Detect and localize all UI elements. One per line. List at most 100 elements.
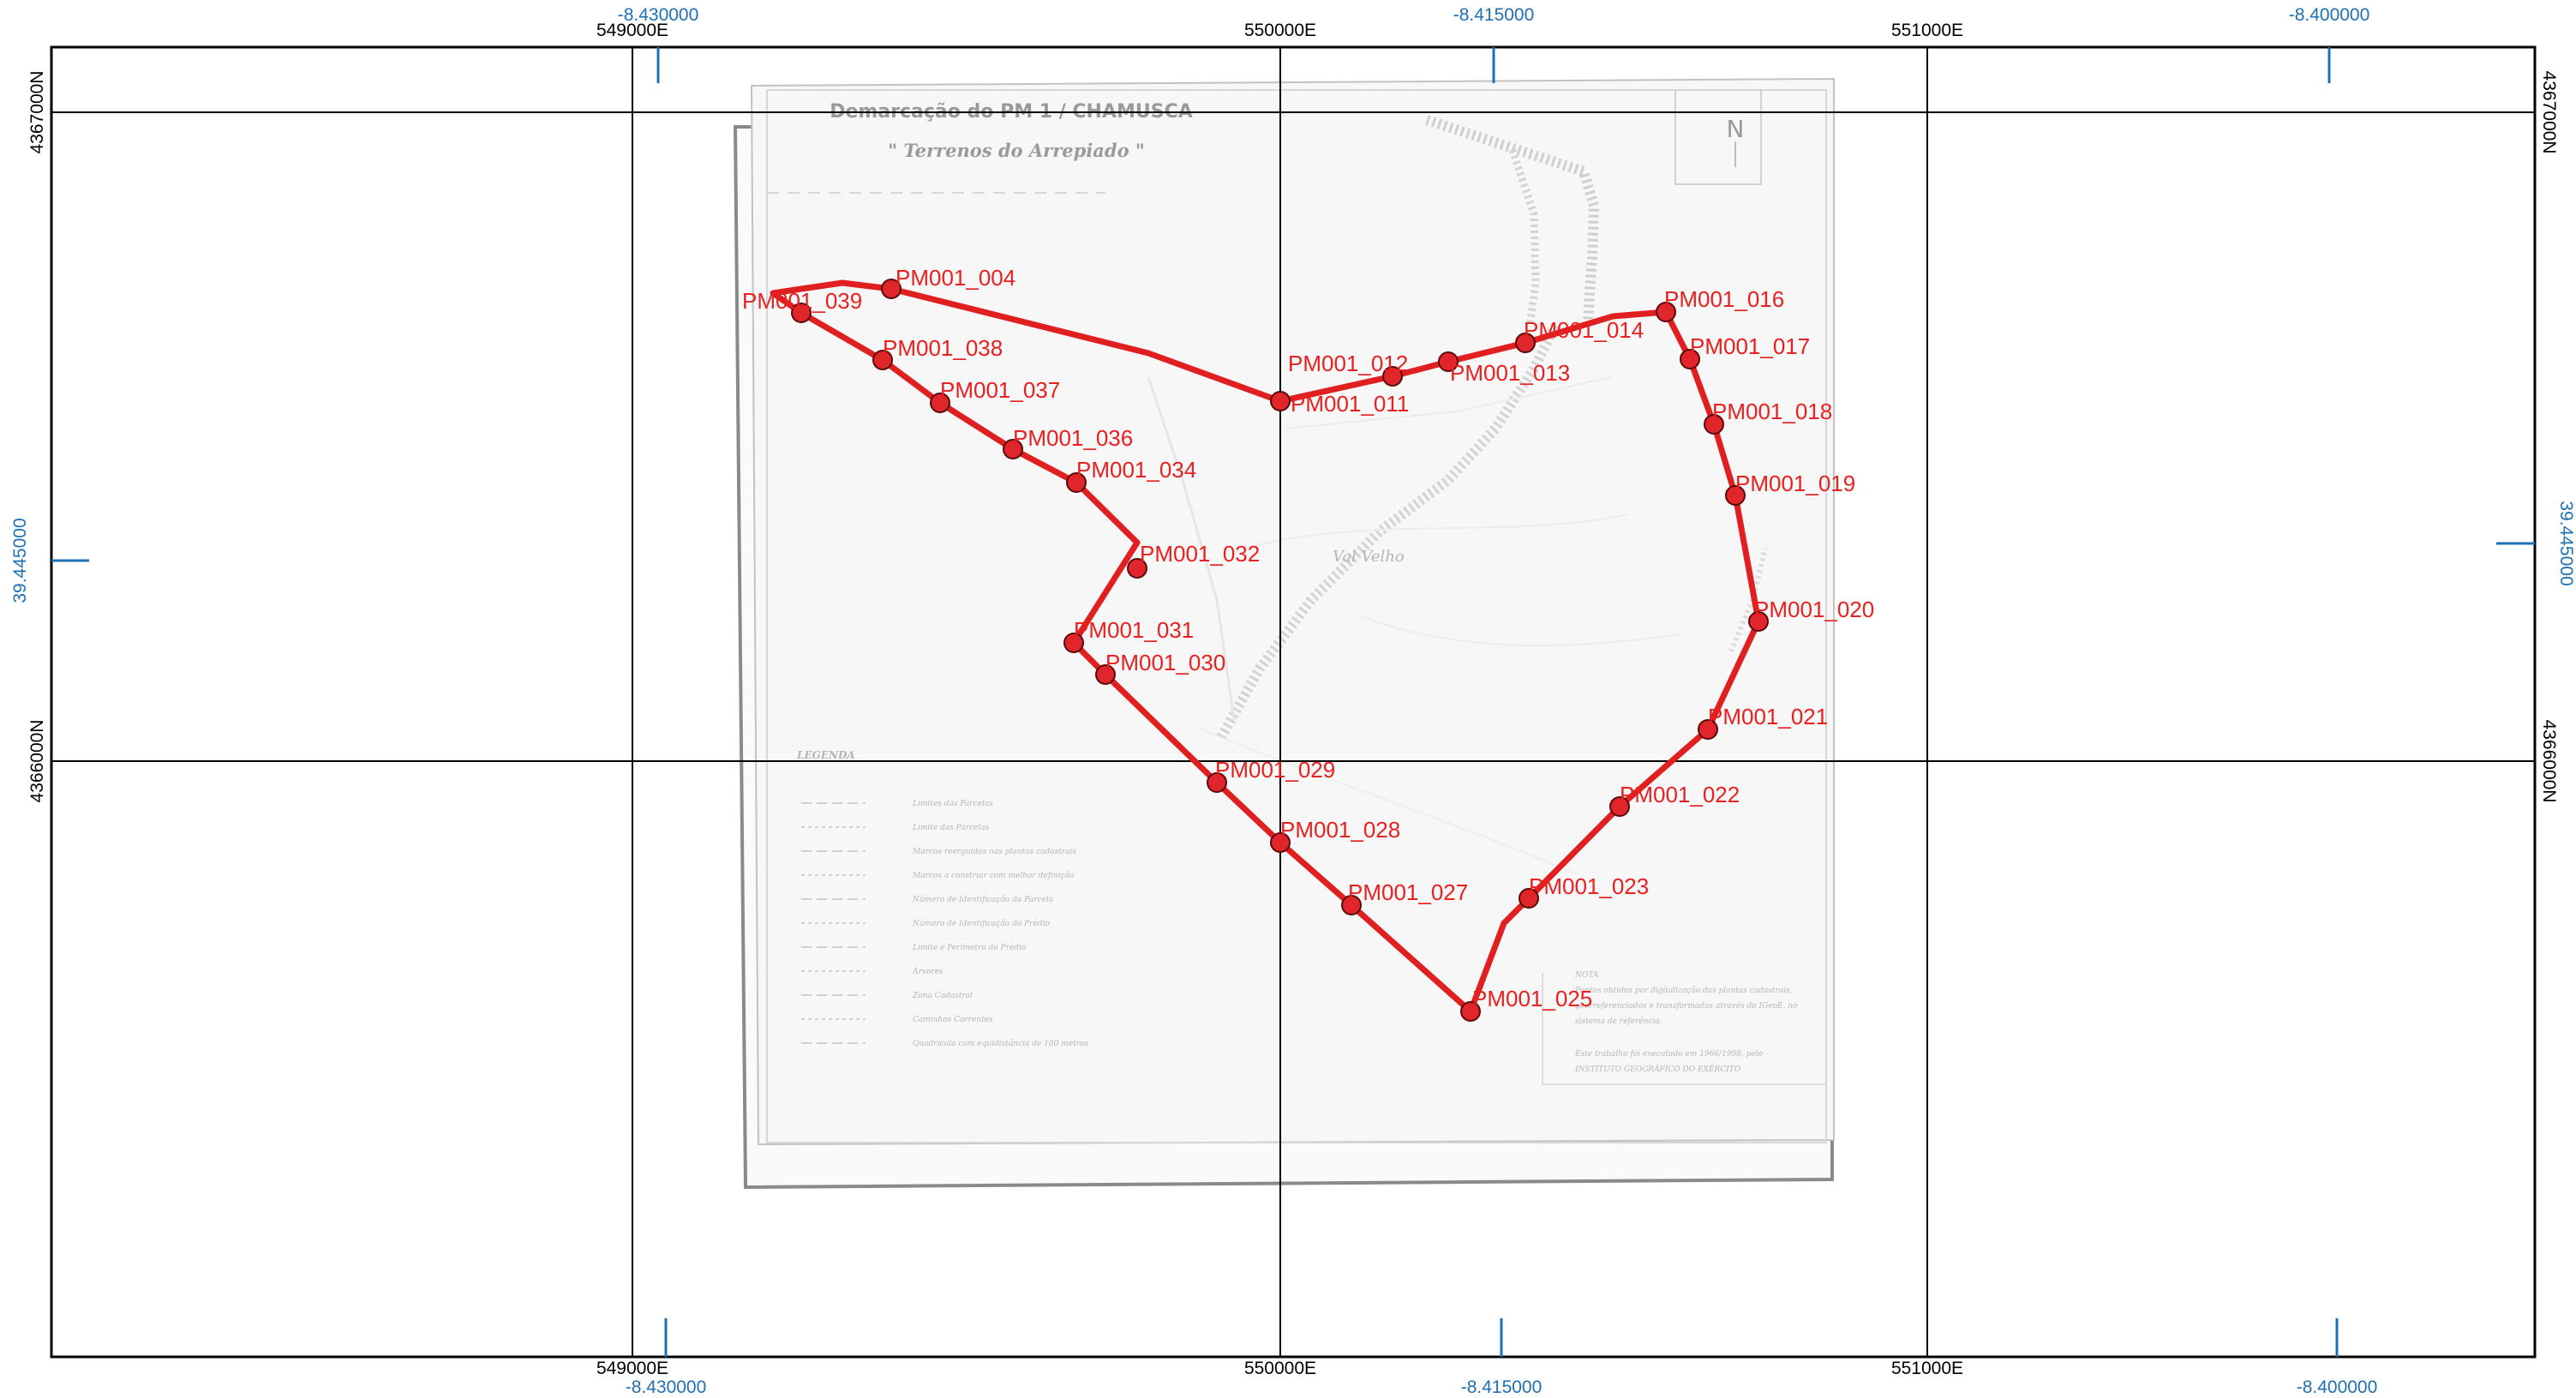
boundary-point-pm001_030[interactable] xyxy=(1095,664,1116,685)
x-label-top-550000E: 550000E xyxy=(1244,21,1316,40)
lat-label-left: 39.445000 xyxy=(10,518,30,603)
point-label-pm001_019: PM001_019 xyxy=(1735,471,1855,496)
x-label-bottom-550000E: 550000E xyxy=(1244,1359,1316,1378)
boundary-point-pm001_014[interactable] xyxy=(1515,333,1536,353)
boundary-point-pm001_017[interactable] xyxy=(1680,349,1700,369)
lon-label-top-3: -8.400000 xyxy=(2289,5,2370,25)
point-label-pm001_038: PM001_038 xyxy=(883,335,1003,361)
y-label-left-4366000N: 4366000N xyxy=(27,720,47,803)
point-label-pm001_004: PM001_004 xyxy=(896,265,1015,291)
point-label-pm001_011: PM001_011 xyxy=(1291,391,1409,417)
y-label-left-4367000N: 4367000N xyxy=(27,71,47,154)
boundary-point-pm001_029[interactable] xyxy=(1207,772,1227,793)
lat-label-right: 39.445000 xyxy=(2556,501,2576,585)
note-line: Este trabalho foi executado em 1966/1998… xyxy=(1574,1050,1764,1059)
boundary-layer: PM001_004 PM001_011 PM001_012 PM001_013 PM00… xyxy=(742,265,1874,1022)
point-label-pm001_027: PM001_027 xyxy=(1348,879,1468,905)
boundary-point-pm001_031[interactable] xyxy=(1063,633,1084,653)
point-label-pm001_032: PM001_032 xyxy=(1140,541,1260,567)
x-label-top-549000E: 549000E xyxy=(596,21,668,40)
boundary-point-pm001_023[interactable] xyxy=(1519,888,1539,909)
x-label-bottom-551000E: 551000E xyxy=(1891,1359,1963,1378)
boundary-point-pm001_004[interactable] xyxy=(881,279,902,299)
scan-legend: LEGENDA Limites das Parcelas Limite das P… xyxy=(796,749,1088,1048)
scan-subtitle: " Terrenos do Arrepiado " xyxy=(888,140,1145,161)
scanned-demarcation-sheet: Val Velho Demarcação do PM 1 / CHAMUSCA … xyxy=(733,77,1835,1190)
note-heading: NOTA xyxy=(1574,971,1599,980)
boundary-point-pm001_022[interactable] xyxy=(1609,796,1630,817)
point-label-pm001_023: PM001_023 xyxy=(1529,873,1649,899)
note-line: sistema de referência. xyxy=(1575,1017,1662,1026)
scan-note: NOTA Pontos obtidos por digitalização das… xyxy=(1574,971,1798,1074)
point-label-pm001_030: PM001_030 xyxy=(1105,650,1225,675)
note-line: INSTITUTO GEOGRÁFICO DO EXÉRCITO xyxy=(1574,1064,1741,1074)
boundary-point-pm001_032[interactable] xyxy=(1127,558,1147,579)
legend-item: Marcos reerguidos nas plantas cadastrais xyxy=(912,848,1076,856)
lon-label-top-1: -8.430000 xyxy=(618,5,699,25)
point-label-pm001_029: PM001_029 xyxy=(1215,757,1335,783)
y-label-right-4366000N: 4366000N xyxy=(2539,720,2559,803)
x-label-bottom-549000E: 549000E xyxy=(596,1359,668,1378)
boundary-points: PM001_004 PM001_011 PM001_012 PM001_013 PM00… xyxy=(742,265,1874,1022)
legend-item: Quadrícula com equidistância de 100 metr… xyxy=(913,1039,1088,1048)
point-label-pm001_016: PM001_016 xyxy=(1664,286,1784,312)
lon-label-bottom-2: -8.415000 xyxy=(1461,1377,1543,1397)
legend-item: Número de Identificação do Prédio xyxy=(912,919,1050,928)
point-label-pm001_018: PM001_018 xyxy=(1712,399,1832,424)
boundary-point-pm001_019[interactable] xyxy=(1725,485,1746,506)
boundary-point-pm001_027[interactable] xyxy=(1341,895,1362,915)
boundary-point-pm001_021[interactable] xyxy=(1698,719,1718,740)
boundary-point-pm001_036[interactable] xyxy=(1003,439,1023,459)
north-arrow-icon: N xyxy=(1674,89,1762,185)
point-label-pm001_017: PM001_017 xyxy=(1690,333,1810,359)
note-line: georreferenciados e transformados atravé… xyxy=(1575,1001,1798,1011)
boundary-point-pm001_012[interactable] xyxy=(1382,366,1403,387)
point-label-pm001_031: PM001_031 xyxy=(1074,617,1194,643)
point-label-pm001_037: PM001_037 xyxy=(940,377,1060,403)
geographic-ticks xyxy=(51,47,2535,1357)
lon-label-bottom-1: -8.430000 xyxy=(626,1377,707,1397)
boundary-point-pm001_038[interactable] xyxy=(872,350,893,370)
point-label-pm001_020: PM001_020 xyxy=(1754,597,1874,622)
point-label-pm001_025: PM001_025 xyxy=(1472,986,1592,1011)
legend-item: Caminhos Correntes xyxy=(913,1016,993,1024)
point-label-pm001_012: PM001_012 xyxy=(1288,351,1408,376)
legend-item: Número de Identificação da Parcela xyxy=(912,895,1053,904)
point-label-pm001_013: PM001_013 xyxy=(1450,360,1570,386)
grid-labels: 549000E 550000E 551000E 549000E 550000E … xyxy=(10,5,2576,1397)
y-label-right-4367000N: 4367000N xyxy=(2539,71,2559,154)
note-line: Pontos obtidos por digitalização das pla… xyxy=(1574,986,1793,995)
coordinate-grid xyxy=(50,45,2537,1359)
legend-item: Marcos a construir com melhor definição xyxy=(912,871,1075,880)
north-letter: N xyxy=(1727,115,1745,143)
lon-label-top-2: -8.415000 xyxy=(1453,5,1535,25)
legend-item: Limite das Parcelas xyxy=(912,824,990,832)
boundary-point-pm001_034[interactable] xyxy=(1066,472,1087,493)
boundary-point-pm001_018[interactable] xyxy=(1704,414,1724,435)
point-label-pm001_022: PM001_022 xyxy=(1620,782,1740,807)
legend-heading: LEGENDA xyxy=(796,749,855,761)
boundary-point-pm001_028[interactable] xyxy=(1270,832,1291,853)
legend-item: Zona Cadastral xyxy=(912,992,973,1000)
boundary-point-pm001_013[interactable] xyxy=(1438,351,1459,372)
legend-item: Limites das Parcelas xyxy=(912,800,993,808)
svg-text:Val Velho: Val Velho xyxy=(1333,548,1405,566)
boundary-point-pm001_011[interactable] xyxy=(1270,391,1291,411)
point-label-pm001_028: PM001_028 xyxy=(1280,817,1400,843)
boundary-point-pm001_039[interactable] xyxy=(791,303,812,323)
point-label-pm001_014: PM001_014 xyxy=(1524,317,1644,343)
legend-item: Árvores xyxy=(912,966,944,976)
boundary-point-pm001_037[interactable] xyxy=(930,393,950,413)
point-label-pm001_034: PM001_034 xyxy=(1076,457,1196,483)
point-label-pm001_039: PM001_039 xyxy=(742,288,862,314)
x-label-top-551000E: 551000E xyxy=(1891,21,1963,40)
lon-label-bottom-3: -8.400000 xyxy=(2297,1377,2378,1397)
boundary-point-pm001_020[interactable] xyxy=(1748,611,1769,632)
point-label-pm001_021: PM001_021 xyxy=(1708,704,1828,729)
property-boundary-line xyxy=(770,279,1762,1015)
boundary-point-pm001_025[interactable] xyxy=(1460,1001,1481,1022)
boundary-point-pm001_016[interactable] xyxy=(1656,302,1676,322)
legend-item: Limite e Perímetro do Prédio xyxy=(912,943,1027,952)
point-label-pm001_036: PM001_036 xyxy=(1013,425,1133,451)
